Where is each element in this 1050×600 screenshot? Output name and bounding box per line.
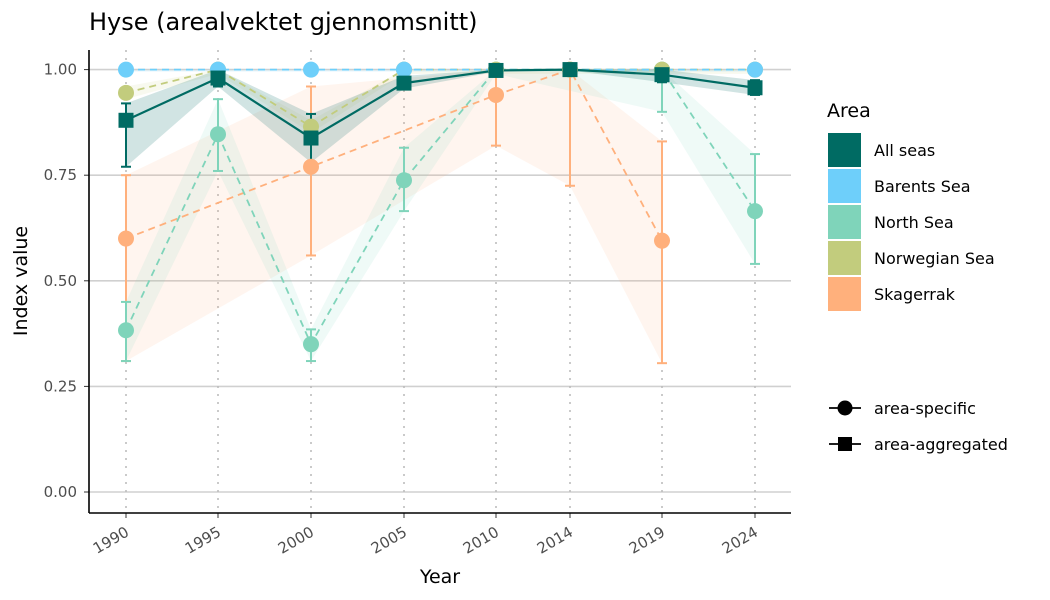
legend-label-area-specific: area-specific xyxy=(874,399,976,418)
point-barents-sea xyxy=(396,61,412,78)
ribbon-north-sea xyxy=(126,69,755,362)
x-tick-label: 2019 xyxy=(626,523,668,558)
legend-label-area-aggregated: area-aggregated xyxy=(874,435,1008,454)
legend-label-skagerrak: Skagerrak xyxy=(874,285,956,304)
point-norwegian-sea xyxy=(118,84,134,101)
legend-shape-square xyxy=(838,437,852,451)
legend: Area All seas Barents Sea North Sea Norwegi… xyxy=(827,100,1008,454)
legend-title: Area xyxy=(827,100,871,122)
x-tick-label: 2010 xyxy=(460,523,502,558)
chart-title: Hyse (arealvektet gjennomsnitt) xyxy=(89,8,478,36)
point-all-seas xyxy=(562,62,578,78)
point-all-seas xyxy=(488,62,504,78)
point-north-sea xyxy=(747,203,763,220)
point-barents-sea xyxy=(747,61,763,78)
point-all-seas xyxy=(396,75,412,91)
legend-key-norwegian-sea xyxy=(828,241,861,275)
y-axis-title: Index value xyxy=(10,226,32,336)
confidence-ribbons xyxy=(126,69,755,364)
legend-key-barents-sea xyxy=(828,169,861,203)
y-tick-label: 0.75 xyxy=(44,166,77,184)
x-tick-label: 2005 xyxy=(368,523,410,558)
legend-label-north-sea: North Sea xyxy=(874,213,954,232)
x-axis-title: Year xyxy=(419,566,460,588)
point-all-seas xyxy=(118,112,134,128)
legend-label-barents-sea: Barents Sea xyxy=(874,177,971,196)
x-tick-label: 2000 xyxy=(275,523,317,558)
point-north-sea xyxy=(396,172,412,189)
point-all-seas xyxy=(303,130,319,146)
point-all-seas xyxy=(747,80,763,96)
x-tick-label: 1995 xyxy=(182,523,224,558)
legend-key-skagerrak xyxy=(828,277,861,311)
legend-shape-circle xyxy=(837,400,853,416)
ribbon-skagerrak xyxy=(126,69,662,364)
legend-key-north-sea xyxy=(828,205,861,239)
ribbon-norwegian-sea xyxy=(126,69,755,133)
point-barents-sea xyxy=(118,61,134,78)
point-skagerrak xyxy=(303,158,319,175)
point-all-seas xyxy=(210,70,226,86)
point-north-sea xyxy=(118,322,134,339)
x-tick-label: 2014 xyxy=(534,523,576,558)
y-tick-label: 0.50 xyxy=(44,272,77,290)
x-tick-label: 1990 xyxy=(90,523,132,558)
y-tick-label: 0.25 xyxy=(44,377,77,395)
line-all-seas xyxy=(125,68,756,140)
point-skagerrak xyxy=(488,86,504,103)
point-skagerrak xyxy=(118,230,134,247)
point-north-sea xyxy=(210,126,226,143)
point-barents-sea xyxy=(303,61,319,78)
x-tick-label: 2024 xyxy=(719,523,761,558)
point-skagerrak xyxy=(654,232,670,249)
legend-key-all-seas xyxy=(828,133,861,167)
point-north-sea xyxy=(303,336,319,353)
legend-label-norwegian-sea: Norwegian Sea xyxy=(874,249,995,268)
y-tick-label: 0.00 xyxy=(44,483,77,501)
point-all-seas xyxy=(654,67,670,83)
y-tick-label: 1.00 xyxy=(44,61,77,79)
data-points xyxy=(118,61,763,353)
legend-label-all-seas: All seas xyxy=(874,141,935,160)
